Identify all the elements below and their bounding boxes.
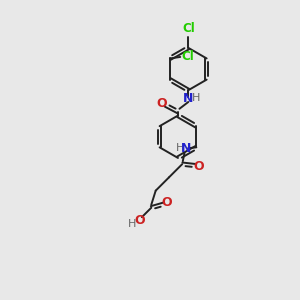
Text: O: O xyxy=(135,214,146,226)
Text: Cl: Cl xyxy=(182,22,195,35)
Text: O: O xyxy=(157,97,167,110)
Text: H: H xyxy=(128,219,136,229)
Text: N: N xyxy=(182,92,193,105)
Text: N: N xyxy=(181,142,191,155)
Text: Cl: Cl xyxy=(181,50,194,64)
Text: H: H xyxy=(176,143,184,153)
Text: H: H xyxy=(192,93,201,103)
Text: O: O xyxy=(194,160,204,173)
Text: O: O xyxy=(162,196,172,209)
